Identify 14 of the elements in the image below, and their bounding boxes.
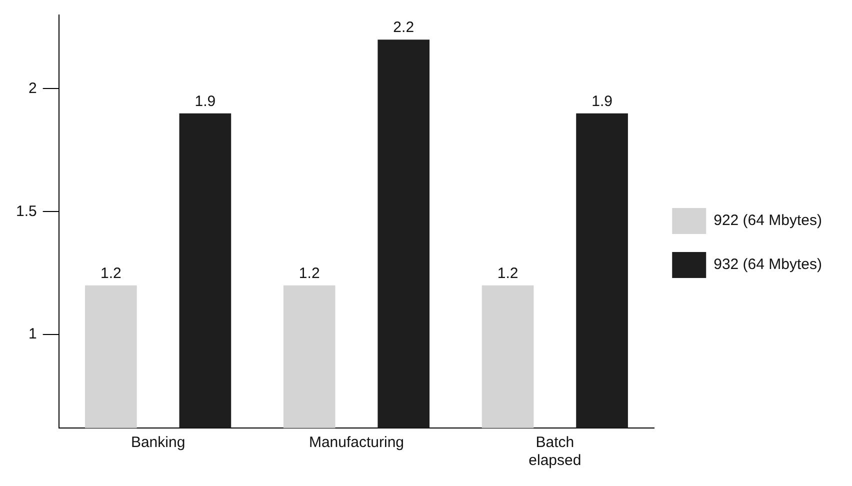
legend-label: 932 (64 Mbytes) xyxy=(714,256,822,274)
data-label: 1.9 xyxy=(194,92,216,110)
legend-label: 922 (64 Mbytes) xyxy=(714,212,822,230)
data-label: 1.2 xyxy=(497,265,518,282)
y-tick-label: 1 xyxy=(28,326,37,343)
x-tick-label: Banking xyxy=(130,434,186,452)
x-tick-label: Batch elapsed xyxy=(528,434,582,470)
x-tick-label: Manufacturing xyxy=(308,434,404,452)
data-label: 2.2 xyxy=(393,19,414,36)
data-label: 1.2 xyxy=(298,265,320,282)
y-tick-label: 2 xyxy=(28,80,37,97)
data-label: 1.2 xyxy=(100,265,122,282)
y-tick-label: 1.5 xyxy=(16,202,37,220)
data-label: 1.9 xyxy=(592,92,612,110)
